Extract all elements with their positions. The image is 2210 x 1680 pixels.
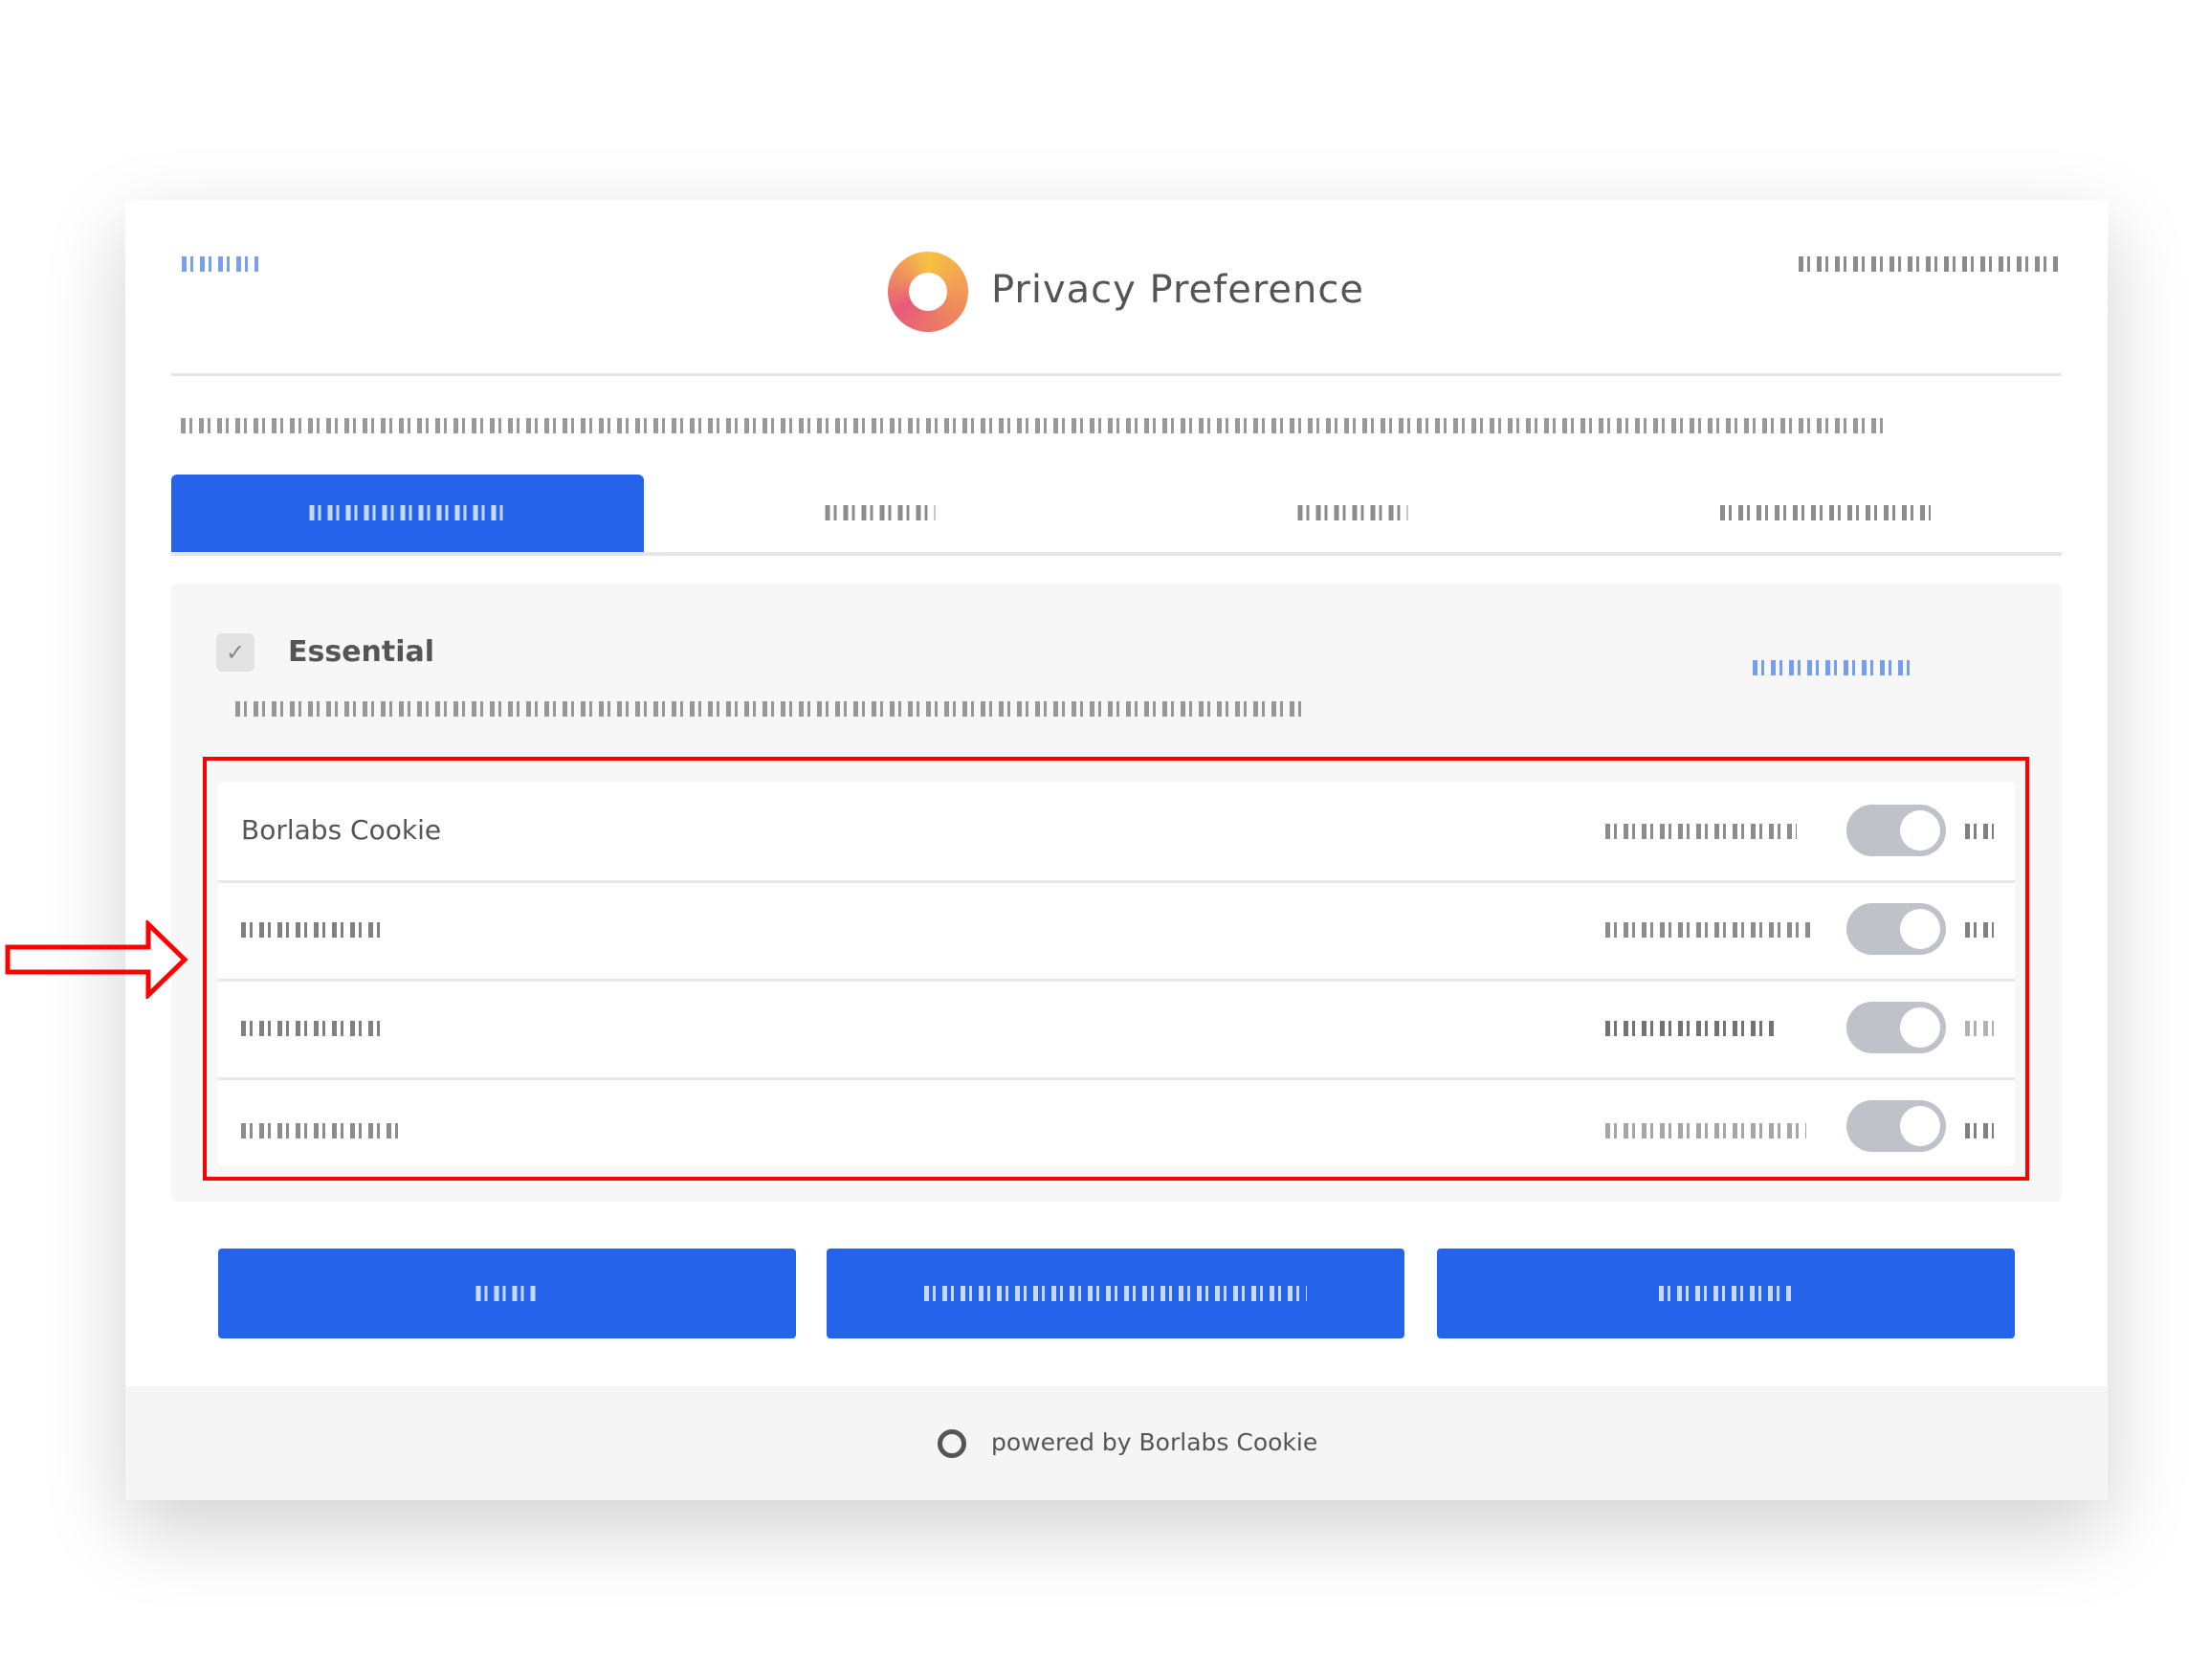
header-divider xyxy=(171,373,2062,376)
highlight-box xyxy=(203,757,2029,1181)
toggle-label xyxy=(1965,922,1994,938)
service-row: Borlabs Cookie xyxy=(218,782,2015,883)
service-row xyxy=(218,979,2015,1080)
service-info-link[interactable] xyxy=(1605,824,1797,839)
dialog-description xyxy=(181,418,1884,433)
service-toggle[interactable] xyxy=(1846,1002,1946,1053)
tab-1[interactable] xyxy=(171,475,644,552)
toggle-label xyxy=(1965,1123,1994,1138)
service-toggle[interactable] xyxy=(1846,903,1946,955)
service-row xyxy=(218,1077,2015,1176)
category-description xyxy=(235,701,1307,717)
header-links[interactable] xyxy=(1799,256,2062,272)
service-info-link[interactable] xyxy=(1605,1123,1806,1138)
service-toggle[interactable] xyxy=(1846,1100,1946,1152)
toggle-label xyxy=(1965,1021,1994,1036)
tab-4[interactable] xyxy=(1589,475,2062,552)
service-toggle[interactable] xyxy=(1846,805,1946,856)
tab-3[interactable] xyxy=(1116,475,1589,552)
service-name xyxy=(241,922,385,938)
service-info-link[interactable] xyxy=(1605,922,1811,938)
service-info-link[interactable] xyxy=(1605,1021,1778,1036)
service-row xyxy=(218,880,2015,982)
service-name: Borlabs Cookie xyxy=(241,814,442,846)
tab-2[interactable] xyxy=(644,475,1116,552)
powered-by-link[interactable]: powered by Borlabs Cookie xyxy=(991,1428,1318,1456)
dialog-footer: powered by Borlabs Cookie xyxy=(125,1386,2108,1500)
toggle-label xyxy=(1965,824,1994,839)
service-name xyxy=(241,1123,399,1138)
accept-all-button[interactable] xyxy=(1437,1249,2015,1338)
back-link[interactable] xyxy=(182,256,258,272)
more-info-link[interactable] xyxy=(1753,660,1911,675)
save-button[interactable] xyxy=(218,1249,796,1338)
checkmark-icon[interactable]: ✓ xyxy=(216,633,254,672)
tab-bar xyxy=(171,475,2062,556)
accept-selected-button[interactable] xyxy=(827,1249,1404,1338)
arrow-right-icon xyxy=(5,920,188,999)
dialog-title: Privacy Preference xyxy=(991,268,1364,312)
service-list: Borlabs Cookie xyxy=(218,782,2015,1166)
category-name: Essential xyxy=(288,635,435,669)
borlabs-logo-icon xyxy=(888,252,968,332)
service-name xyxy=(241,1021,385,1036)
borlabs-icon xyxy=(938,1429,966,1458)
